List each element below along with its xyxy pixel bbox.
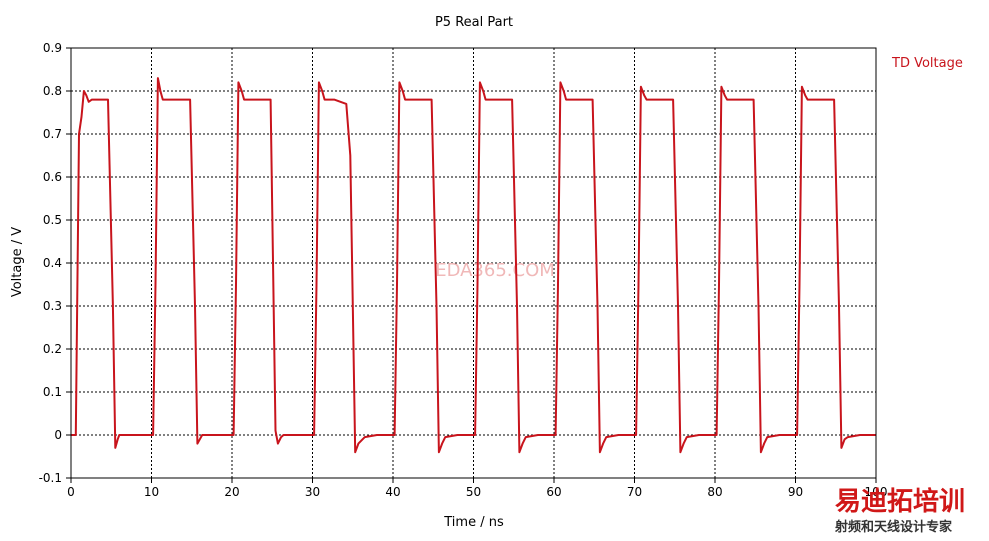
y-tick-label: 0.4 [43, 256, 62, 270]
y-tick-label: 0.3 [43, 299, 62, 313]
x-tick-label: 60 [546, 485, 561, 499]
plot-border [70, 47, 877, 479]
x-tick-label: 20 [224, 485, 239, 499]
x-tick-label: 30 [305, 485, 320, 499]
x-tick-label: 90 [788, 485, 803, 499]
x-tick-label: 100 [865, 485, 888, 499]
y-tick-label: 0.7 [43, 127, 62, 141]
watermark-layer: EDA365.COM [435, 260, 555, 281]
y-tick-label: 0.9 [43, 41, 62, 55]
x-tick-label: 10 [144, 485, 159, 499]
y-tick-label: 0.6 [43, 170, 62, 184]
y-tick-label: 0.2 [43, 342, 62, 356]
series-line-td-voltage [71, 77, 876, 454]
x-tick-labels: 0 10 20 30 40 50 60 70 80 90 100 [67, 485, 887, 499]
x-tick-label: 40 [385, 485, 400, 499]
logo-main-text: 易迪拓培训 [835, 487, 965, 517]
legend-entry-td-voltage: TD Voltage [891, 56, 963, 71]
y-tick-label: 0.5 [43, 213, 62, 227]
x-axis-label: Time / ns [443, 515, 504, 530]
y-tick-label: 0 [54, 428, 62, 442]
x-tick-label: 50 [466, 485, 481, 499]
y-tick-label: 0.1 [43, 385, 62, 399]
y-axis-label: Voltage / V [10, 227, 25, 297]
x-tick-label: 80 [707, 485, 722, 499]
logo-sub-text: 射频和天线设计专家 [834, 519, 953, 535]
chart-title: P5 Real Part [435, 15, 513, 30]
x-tick-label: 70 [627, 485, 642, 499]
watermark-text: EDA365.COM [435, 260, 555, 281]
y-tick-label: 0.8 [43, 84, 62, 98]
y-tick-label: -0.1 [39, 471, 62, 485]
legend: TD Voltage [891, 56, 963, 71]
plot-frame [66, 47, 877, 483]
x-tick-label: 0 [67, 485, 75, 499]
watermark-logo: 易迪拓培训 射频和天线设计专家 [834, 487, 965, 535]
series-layer [71, 77, 876, 454]
y-tick-labels: -0.1 0 0.1 0.2 0.3 0.4 0.5 0.6 0.7 0.8 0.9 [39, 41, 62, 485]
